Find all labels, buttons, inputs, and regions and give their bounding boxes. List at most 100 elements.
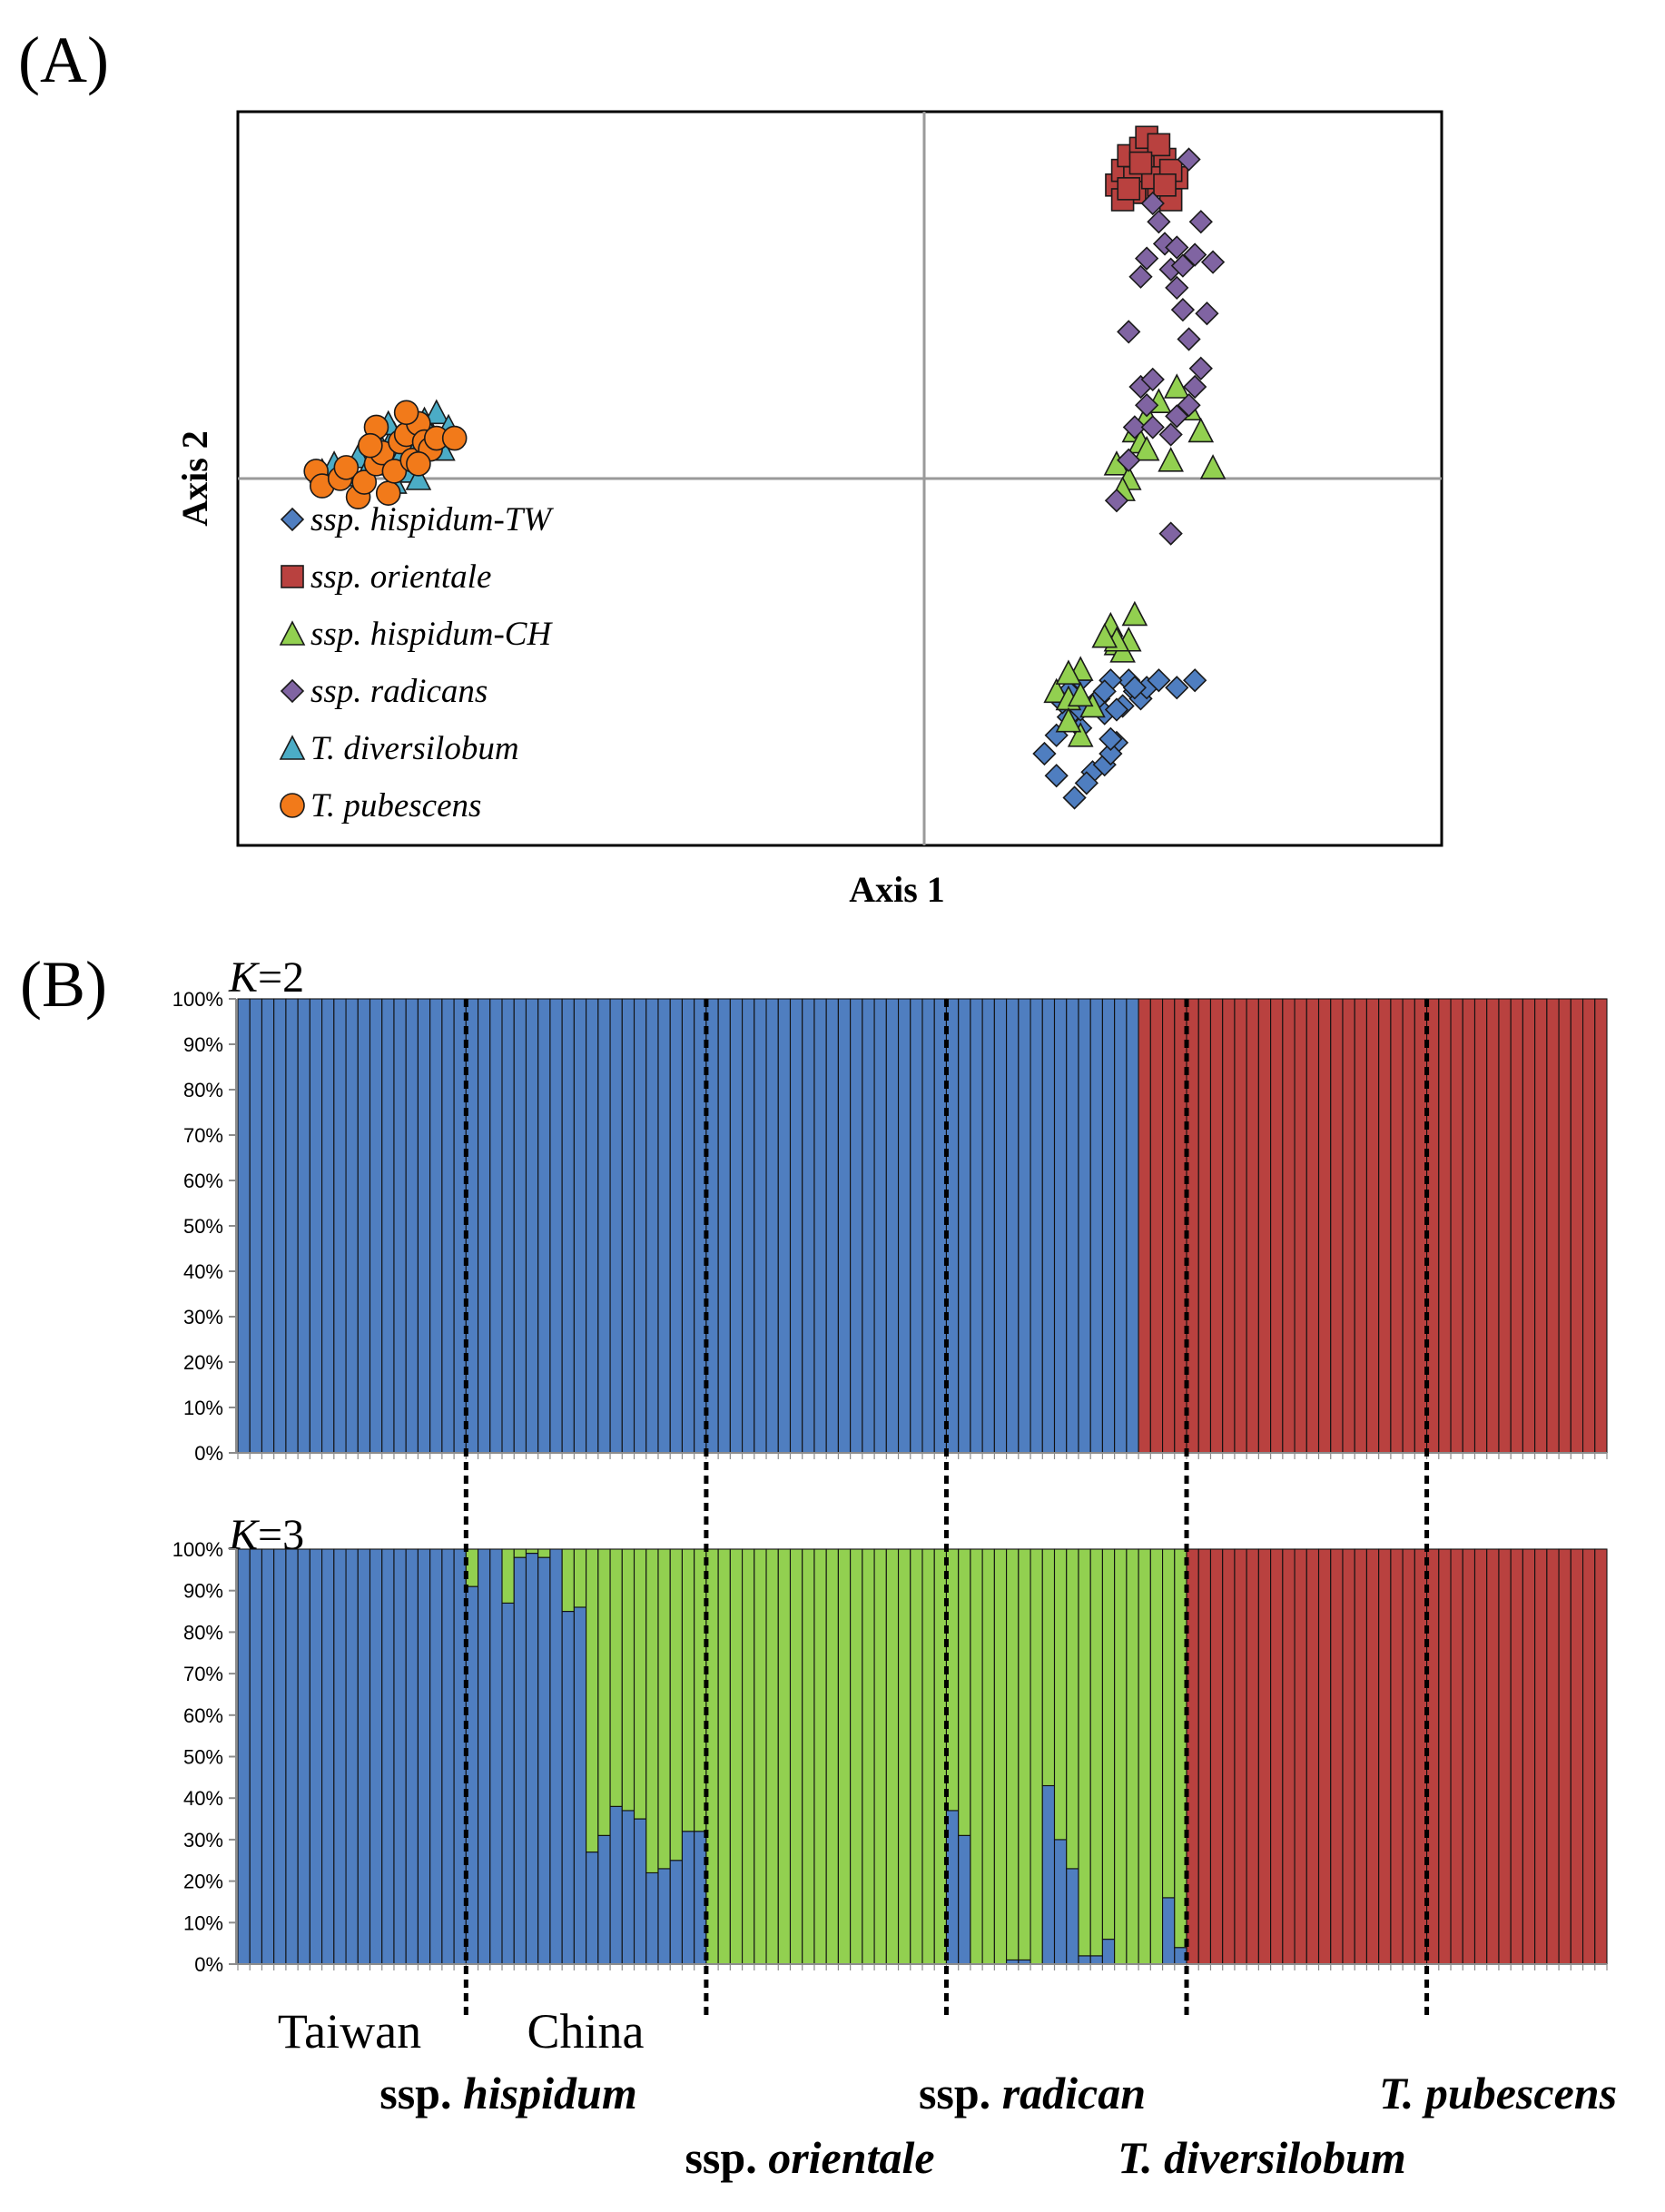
scatter-point-t-pubescens xyxy=(351,469,378,495)
legend-marker-t-pubescens xyxy=(280,793,305,818)
scatter-point-ssp-hispidum-ch xyxy=(1158,447,1184,472)
scatter-point-ssp-radicans xyxy=(1183,374,1207,400)
k2-bar-segment xyxy=(1354,998,1367,1454)
k2-bar-segment xyxy=(1197,998,1212,1454)
scatter-point-ssp-orientale xyxy=(1117,177,1141,201)
scatter-point-ssp-radicans xyxy=(1165,404,1189,429)
scatter-point-ssp-radicans xyxy=(1188,356,1213,380)
k3-bar-segment xyxy=(1053,1548,1068,1841)
k3-bar-segment xyxy=(525,1548,539,1555)
k2-bar-segment xyxy=(261,998,275,1454)
k2-bar-segment xyxy=(1546,998,1560,1454)
scatter-point-ssp-hispidum-ch xyxy=(1121,600,1148,627)
k3-bar-segment xyxy=(381,1548,395,1965)
k3-bar-segment xyxy=(657,1868,671,1965)
k2-bar-segment xyxy=(381,998,395,1454)
k3-bar-segment xyxy=(1138,1548,1151,1965)
k3-bar-segment xyxy=(1162,1897,1176,1965)
scatter-point-ssp-orientale xyxy=(1153,173,1177,197)
k2-bar-segment xyxy=(609,998,623,1454)
group-label-orientale-prefix: ssp. xyxy=(685,2132,768,2183)
k3-bar-segment xyxy=(237,1548,251,1965)
k2-y-tick-label: 30% xyxy=(183,1306,223,1328)
k2-bar-segment xyxy=(1053,998,1068,1454)
scatter-point-ssp-radicans xyxy=(1134,393,1159,418)
k3-bar-segment xyxy=(369,1548,383,1965)
k2-bar-segment xyxy=(417,998,431,1454)
k3-bar-segment xyxy=(1126,1548,1139,1965)
scatter-point-ssp-radicans xyxy=(1183,242,1207,267)
k3-bar-segment xyxy=(850,1548,863,1965)
legend-label-ssp-radicans: ssp. radicans xyxy=(310,673,488,710)
k3-bar-segment xyxy=(1149,1548,1164,1965)
pcoa-scatter: Axis 1 Axis 2 ssp. hispidum-TW ssp. orien… xyxy=(174,110,1443,910)
k2-y-tick-label: 40% xyxy=(183,1260,223,1283)
scatter-point-ssp-radicans xyxy=(1147,210,1171,234)
k3-bar-segment xyxy=(1114,1548,1128,1965)
k3-bar-segment xyxy=(429,1548,443,1965)
k2-bar-segment xyxy=(573,998,587,1454)
k3-bar-segment xyxy=(465,1548,479,1587)
k2-bar-segment xyxy=(1282,998,1296,1454)
scatter-point-ssp-radicans xyxy=(1177,327,1201,351)
k3-bar-segment xyxy=(1294,1548,1307,1965)
k3-bar-segment xyxy=(873,1548,887,1965)
k2-bar-segment xyxy=(1534,998,1548,1454)
scatter-point-ssp-hispidum-tw xyxy=(1032,741,1057,766)
group-label-diversilobum-name: T. diversilobum xyxy=(1118,2132,1406,2183)
k3-y-tick-label: 50% xyxy=(183,1746,223,1769)
region-label-taiwan: Taiwan xyxy=(278,2004,421,2059)
k3-bar-segment xyxy=(261,1548,275,1965)
k3-bar-segment xyxy=(249,1548,263,1965)
k3-bar-segment xyxy=(1089,1548,1103,1957)
k2-bar-segment xyxy=(621,998,635,1454)
k3-bar-segment xyxy=(285,1548,299,1965)
scatter-point-ssp-hispidum-tw xyxy=(1183,668,1207,693)
panel-a-label: (A) xyxy=(18,24,109,96)
k2-bar-segment xyxy=(586,998,599,1454)
k2-bar-segment xyxy=(1510,998,1523,1454)
k2-bar-segment xyxy=(1078,998,1091,1454)
k3-bar-segment xyxy=(525,1553,539,1965)
k3-bar-segment xyxy=(633,1548,647,1820)
k3-bar-segment xyxy=(1365,1548,1380,1965)
k3-y-tick-label: 100% xyxy=(172,1538,223,1561)
k3-bar-segment xyxy=(1246,1548,1259,1965)
k2-y-tick-label: 70% xyxy=(183,1124,223,1147)
region-label-china: China xyxy=(527,2004,645,2059)
k2-bar-segment xyxy=(441,998,455,1454)
k3-bar-segment xyxy=(1030,1548,1043,1965)
k3-bar-segment xyxy=(1006,1548,1020,1960)
group-label-radican-prefix: ssp. xyxy=(919,2068,1002,2118)
k2-value: =2 xyxy=(258,953,304,1002)
k3-bar-segment xyxy=(633,1818,647,1965)
k2-bar-segment xyxy=(825,998,839,1454)
k3-bar-segment xyxy=(537,1556,551,1965)
legend-marker-ssp-radicans xyxy=(280,678,305,704)
k2-bar-segment xyxy=(910,998,923,1454)
k2-bar-segment xyxy=(921,998,935,1454)
k3-bar-segment xyxy=(441,1548,455,1965)
k3-bar-segment xyxy=(573,1606,587,1965)
group-label-hispidum-prefix: ssp. xyxy=(379,2068,463,2118)
k2-structure-chart: 0% 10% 20% 30% 40% 50% 60% 70% 80% 90% 100% xyxy=(172,988,1608,1465)
scatter-point-t-diversilobum xyxy=(423,399,450,425)
k3-bar-segment xyxy=(1534,1548,1548,1965)
k2-bar-segment xyxy=(405,998,419,1454)
k3-bar-segment xyxy=(1558,1548,1571,1965)
k2-bar-segment xyxy=(1294,998,1307,1454)
scatter-point-ssp-hispidum-ch xyxy=(1043,677,1069,704)
k2-bar-segment xyxy=(393,998,407,1454)
scatter-point-ssp-hispidum-ch xyxy=(1163,373,1190,399)
k2-bar-segment xyxy=(802,998,815,1454)
k3-bar-segment xyxy=(862,1548,875,1965)
scatter-point-ssp-hispidum-tw xyxy=(1099,741,1123,766)
k2-bar-segment xyxy=(681,998,695,1454)
k3-bar-segment xyxy=(1162,1548,1176,1899)
k2-bar-segment xyxy=(1149,998,1164,1454)
k2-bar-segment xyxy=(777,998,792,1454)
k3-bar-segment xyxy=(1342,1548,1355,1965)
k3-bar-segment xyxy=(669,1548,683,1861)
k2-letter: K xyxy=(228,953,261,1002)
scatter-point-ssp-hispidum-ch xyxy=(1199,454,1227,479)
